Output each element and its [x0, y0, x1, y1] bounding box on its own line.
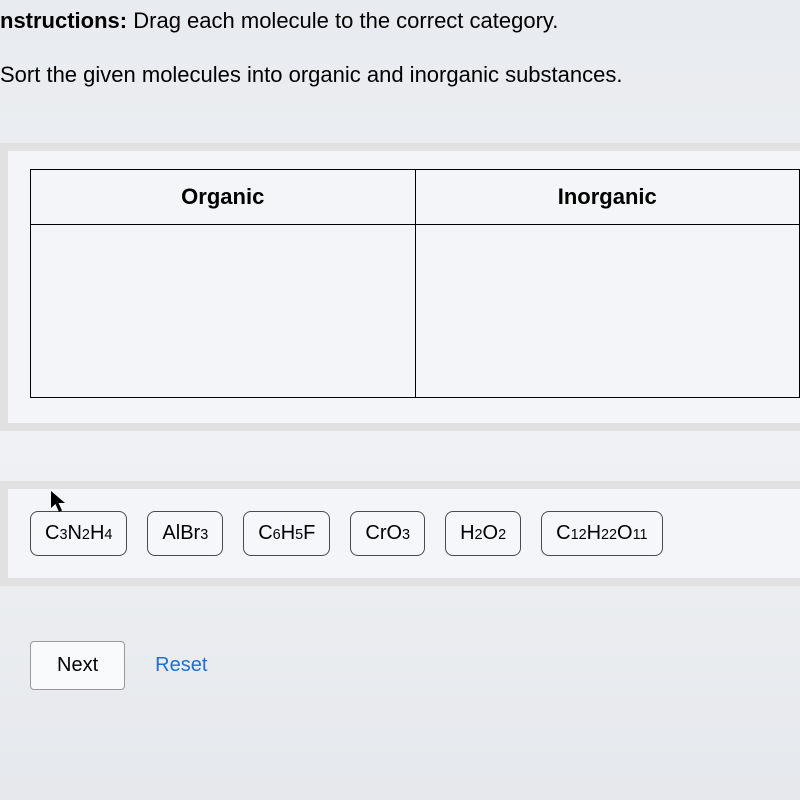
molecule-chip[interactable]: C12H22O11: [541, 511, 662, 556]
reset-link[interactable]: Reset: [155, 654, 207, 677]
controls-row: Next Reset: [30, 641, 800, 690]
molecule-chip[interactable]: AlBr3: [147, 511, 223, 556]
molecule-chip[interactable]: C3N2H4: [30, 511, 127, 556]
next-button[interactable]: Next: [30, 641, 125, 690]
instructions-label: nstructions:: [0, 8, 127, 33]
instructions-line: nstructions: Drag each molecule to the c…: [0, 8, 800, 34]
sort-table: Organic Inorganic: [30, 169, 800, 398]
prompt-text: Sort the given molecules into organic an…: [0, 62, 800, 88]
column-header-organic: Organic: [31, 170, 416, 225]
dropzone-organic[interactable]: [31, 225, 416, 398]
instructions-text: Drag each molecule to the correct catego…: [133, 8, 558, 33]
molecule-chip[interactable]: H2O2: [445, 511, 521, 556]
molecule-tray: C3N2H4 AlBr3 C6H5F CrO3 H2O2 C12H22O11: [0, 481, 800, 586]
dropzone-inorganic[interactable]: [415, 225, 800, 398]
column-header-inorganic: Inorganic: [415, 170, 800, 225]
molecule-chip[interactable]: CrO3: [350, 511, 425, 556]
sort-table-panel: Organic Inorganic: [0, 143, 800, 431]
molecule-chip[interactable]: C6H5F: [243, 511, 330, 556]
